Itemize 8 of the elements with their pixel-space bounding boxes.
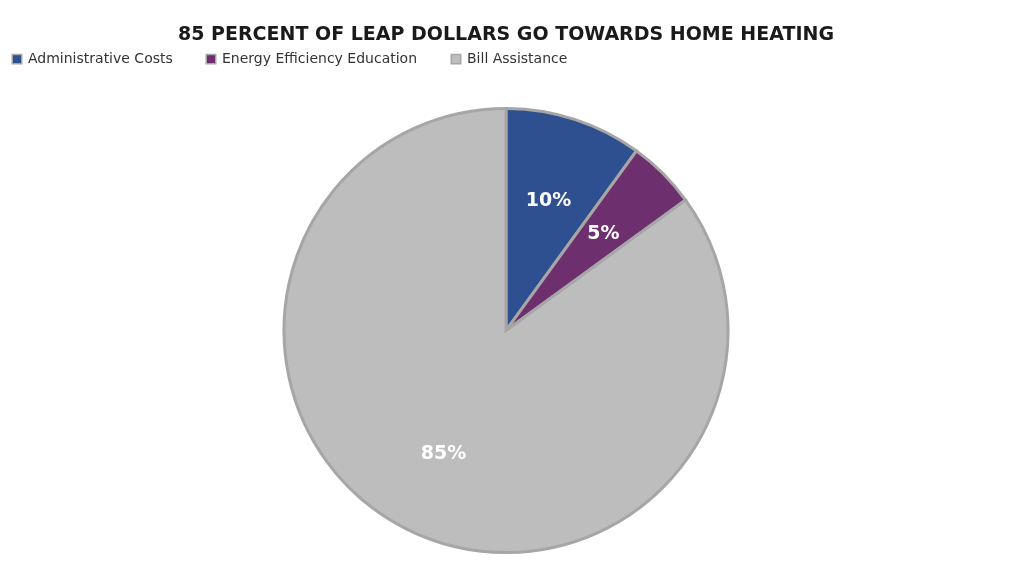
data-label: 85% (420, 441, 467, 464)
pie-slice (282, 107, 730, 554)
legend-label: Bill Assistance (467, 50, 568, 67)
legend-label: Administrative Costs (28, 50, 173, 67)
data-label: 5% (587, 221, 620, 244)
data-label: 10% (525, 187, 572, 210)
legend-label: Energy Efficiency Education (222, 50, 418, 67)
chart-title: 85 PERCENT OF LEAP DOLLARS GO TOWARDS HOME HEATING (177, 22, 835, 44)
